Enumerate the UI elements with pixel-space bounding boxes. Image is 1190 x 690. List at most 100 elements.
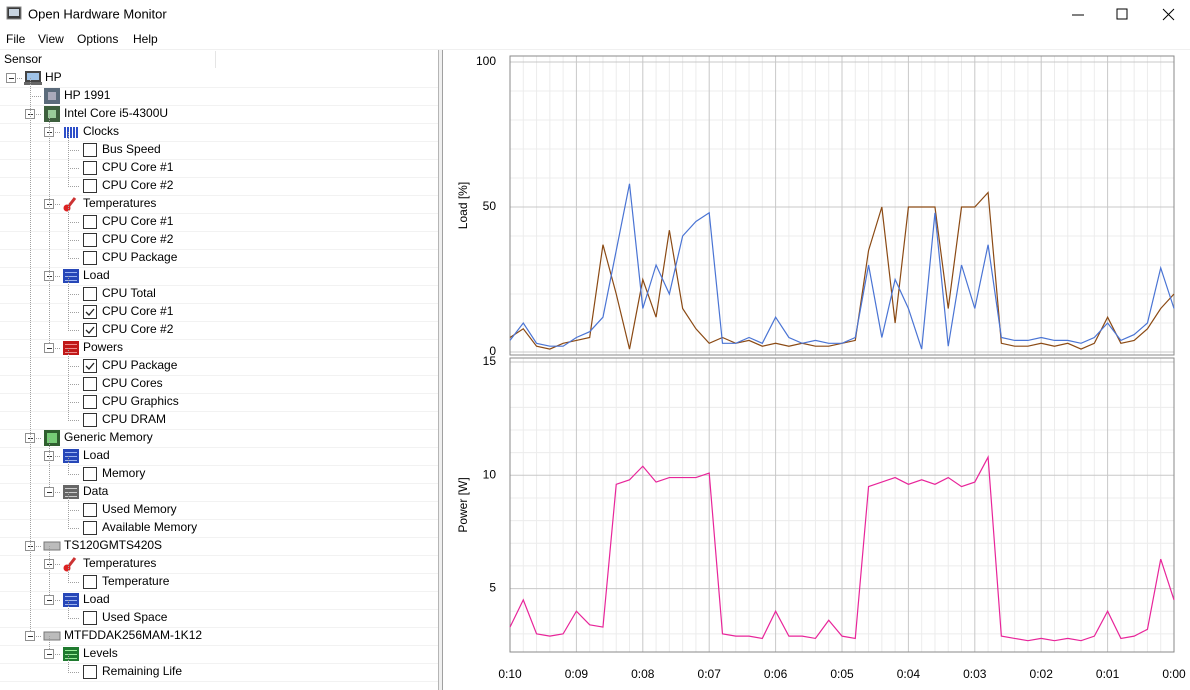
icon-data-line — [65, 496, 77, 497]
tree-label[interactable]: HP — [45, 70, 62, 84]
tree-label[interactable]: Used Memory — [102, 502, 177, 516]
series-line — [509, 455, 1175, 642]
icon-load-line — [65, 280, 77, 281]
checkbox[interactable] — [83, 179, 97, 193]
checkmark[interactable] — [85, 362, 95, 370]
icon-cpu-die — [48, 110, 56, 118]
checkbox[interactable] — [83, 287, 97, 301]
y-tick-label: 100 — [476, 54, 496, 68]
y-tick-label: 5 — [489, 581, 496, 595]
tree-label[interactable]: Powers — [83, 340, 123, 354]
tree-label[interactable]: CPU Core #2 — [102, 322, 174, 336]
tree-label[interactable]: MTFDDAK256MAM-1K12 — [64, 628, 202, 642]
icon-disk — [43, 631, 61, 641]
tree-label[interactable]: Used Space — [102, 610, 168, 624]
icon-clock-bar — [70, 127, 72, 138]
y-tick-label: 15 — [483, 354, 497, 368]
icon-clock-bar — [73, 127, 75, 138]
checkbox[interactable] — [83, 575, 97, 589]
menu-item[interactable]: File — [6, 32, 26, 46]
x-tick-label: 0:07 — [698, 667, 722, 681]
tree-label[interactable]: CPU Core #2 — [102, 232, 174, 246]
icon-clock-bar — [64, 127, 66, 138]
checkbox[interactable] — [83, 395, 97, 409]
tree-label[interactable]: Generic Memory — [64, 430, 153, 444]
icon-board-chip — [48, 92, 56, 100]
tree-label[interactable]: HP 1991 — [64, 88, 111, 102]
tree-label[interactable]: Temperatures — [83, 196, 156, 210]
tree-label[interactable]: Temperature — [102, 574, 170, 588]
checkbox[interactable] — [83, 143, 97, 157]
checkbox[interactable] — [83, 503, 97, 517]
checkbox[interactable] — [83, 161, 97, 175]
tree-label[interactable]: Memory — [102, 466, 145, 480]
tree-label[interactable]: CPU Core #2 — [102, 178, 174, 192]
checkbox[interactable] — [83, 251, 97, 265]
x-tick-label: 0:00 — [1162, 667, 1186, 681]
tree-label[interactable]: Bus Speed — [102, 142, 161, 156]
tree-label[interactable]: CPU Core #1 — [102, 304, 174, 318]
tree-label[interactable]: CPU Graphics — [102, 394, 179, 408]
splitter[interactable] — [439, 50, 442, 690]
tree-pane — [0, 50, 438, 690]
checkbox[interactable] — [83, 377, 97, 391]
icon-load-line — [65, 452, 77, 453]
tree-label[interactable]: CPU Core #1 — [102, 214, 174, 228]
tree-label[interactable]: CPU Total — [102, 286, 156, 300]
icon-load-line — [65, 600, 77, 601]
plot-frame — [509, 55, 1175, 356]
y-tick-label: 10 — [483, 467, 497, 481]
checkbox[interactable] — [83, 611, 97, 625]
tree-label[interactable]: CPU Package — [102, 358, 178, 372]
tree-label[interactable]: Load — [83, 592, 110, 606]
checkbox[interactable] — [83, 323, 97, 337]
series-line — [509, 183, 1175, 350]
menu-item[interactable]: Help — [133, 32, 158, 46]
tree-label[interactable]: CPU DRAM — [102, 412, 166, 426]
x-tick-label: 0:01 — [1096, 667, 1120, 681]
y-tick-label: 0 — [489, 344, 496, 358]
tree-label[interactable]: CPU Package — [102, 250, 178, 264]
icon-load-line — [65, 460, 77, 461]
icon-disk — [43, 541, 61, 551]
x-tick-label: 0:03 — [963, 667, 987, 681]
checkbox[interactable] — [83, 413, 97, 427]
tree-label[interactable]: CPU Core #1 — [102, 160, 174, 174]
tree-label[interactable]: Load — [83, 448, 110, 462]
tree-label[interactable]: CPU Cores — [102, 376, 163, 390]
icon-clock-bar — [76, 127, 78, 138]
tree-label[interactable]: Intel Core i5-4300U — [64, 106, 168, 120]
menu-item[interactable]: View — [38, 32, 64, 46]
icon-computer-screen — [27, 73, 39, 80]
app-icon-screen — [9, 9, 19, 16]
icon-levels-line — [65, 654, 77, 655]
icon-power-line — [65, 352, 77, 353]
checkbox[interactable] — [83, 215, 97, 229]
icon-load-line — [65, 604, 77, 605]
checkbox[interactable] — [83, 521, 97, 535]
x-tick-label: 0:02 — [1030, 667, 1054, 681]
checkbox[interactable] — [83, 467, 97, 481]
checkbox[interactable] — [83, 359, 97, 373]
menu-item[interactable]: Options — [77, 32, 118, 46]
icon-load-line — [65, 596, 77, 597]
icon-computer-base — [24, 82, 42, 85]
close-button[interactable] — [1162, 8, 1175, 21]
checkmark[interactable] — [85, 326, 95, 334]
x-tick-label: 0:06 — [764, 667, 788, 681]
tree-label[interactable]: Data — [83, 484, 109, 498]
checkbox[interactable] — [83, 233, 97, 247]
tree-label[interactable]: Levels — [83, 646, 118, 660]
icon-power-line — [65, 348, 77, 349]
checkbox[interactable] — [83, 665, 97, 679]
tree-label[interactable]: Remaining Life — [102, 664, 182, 678]
checkbox[interactable] — [83, 305, 97, 319]
tree-label[interactable]: TS120GMTS420S — [64, 538, 162, 552]
tree-label[interactable]: Available Memory — [102, 520, 197, 534]
checkmark[interactable] — [85, 308, 95, 316]
tree-label[interactable]: Load — [83, 268, 110, 282]
tree-label[interactable]: Temperatures — [83, 556, 156, 570]
maximize-button[interactable] — [1116, 8, 1128, 20]
tree-label[interactable]: Clocks — [83, 124, 119, 138]
